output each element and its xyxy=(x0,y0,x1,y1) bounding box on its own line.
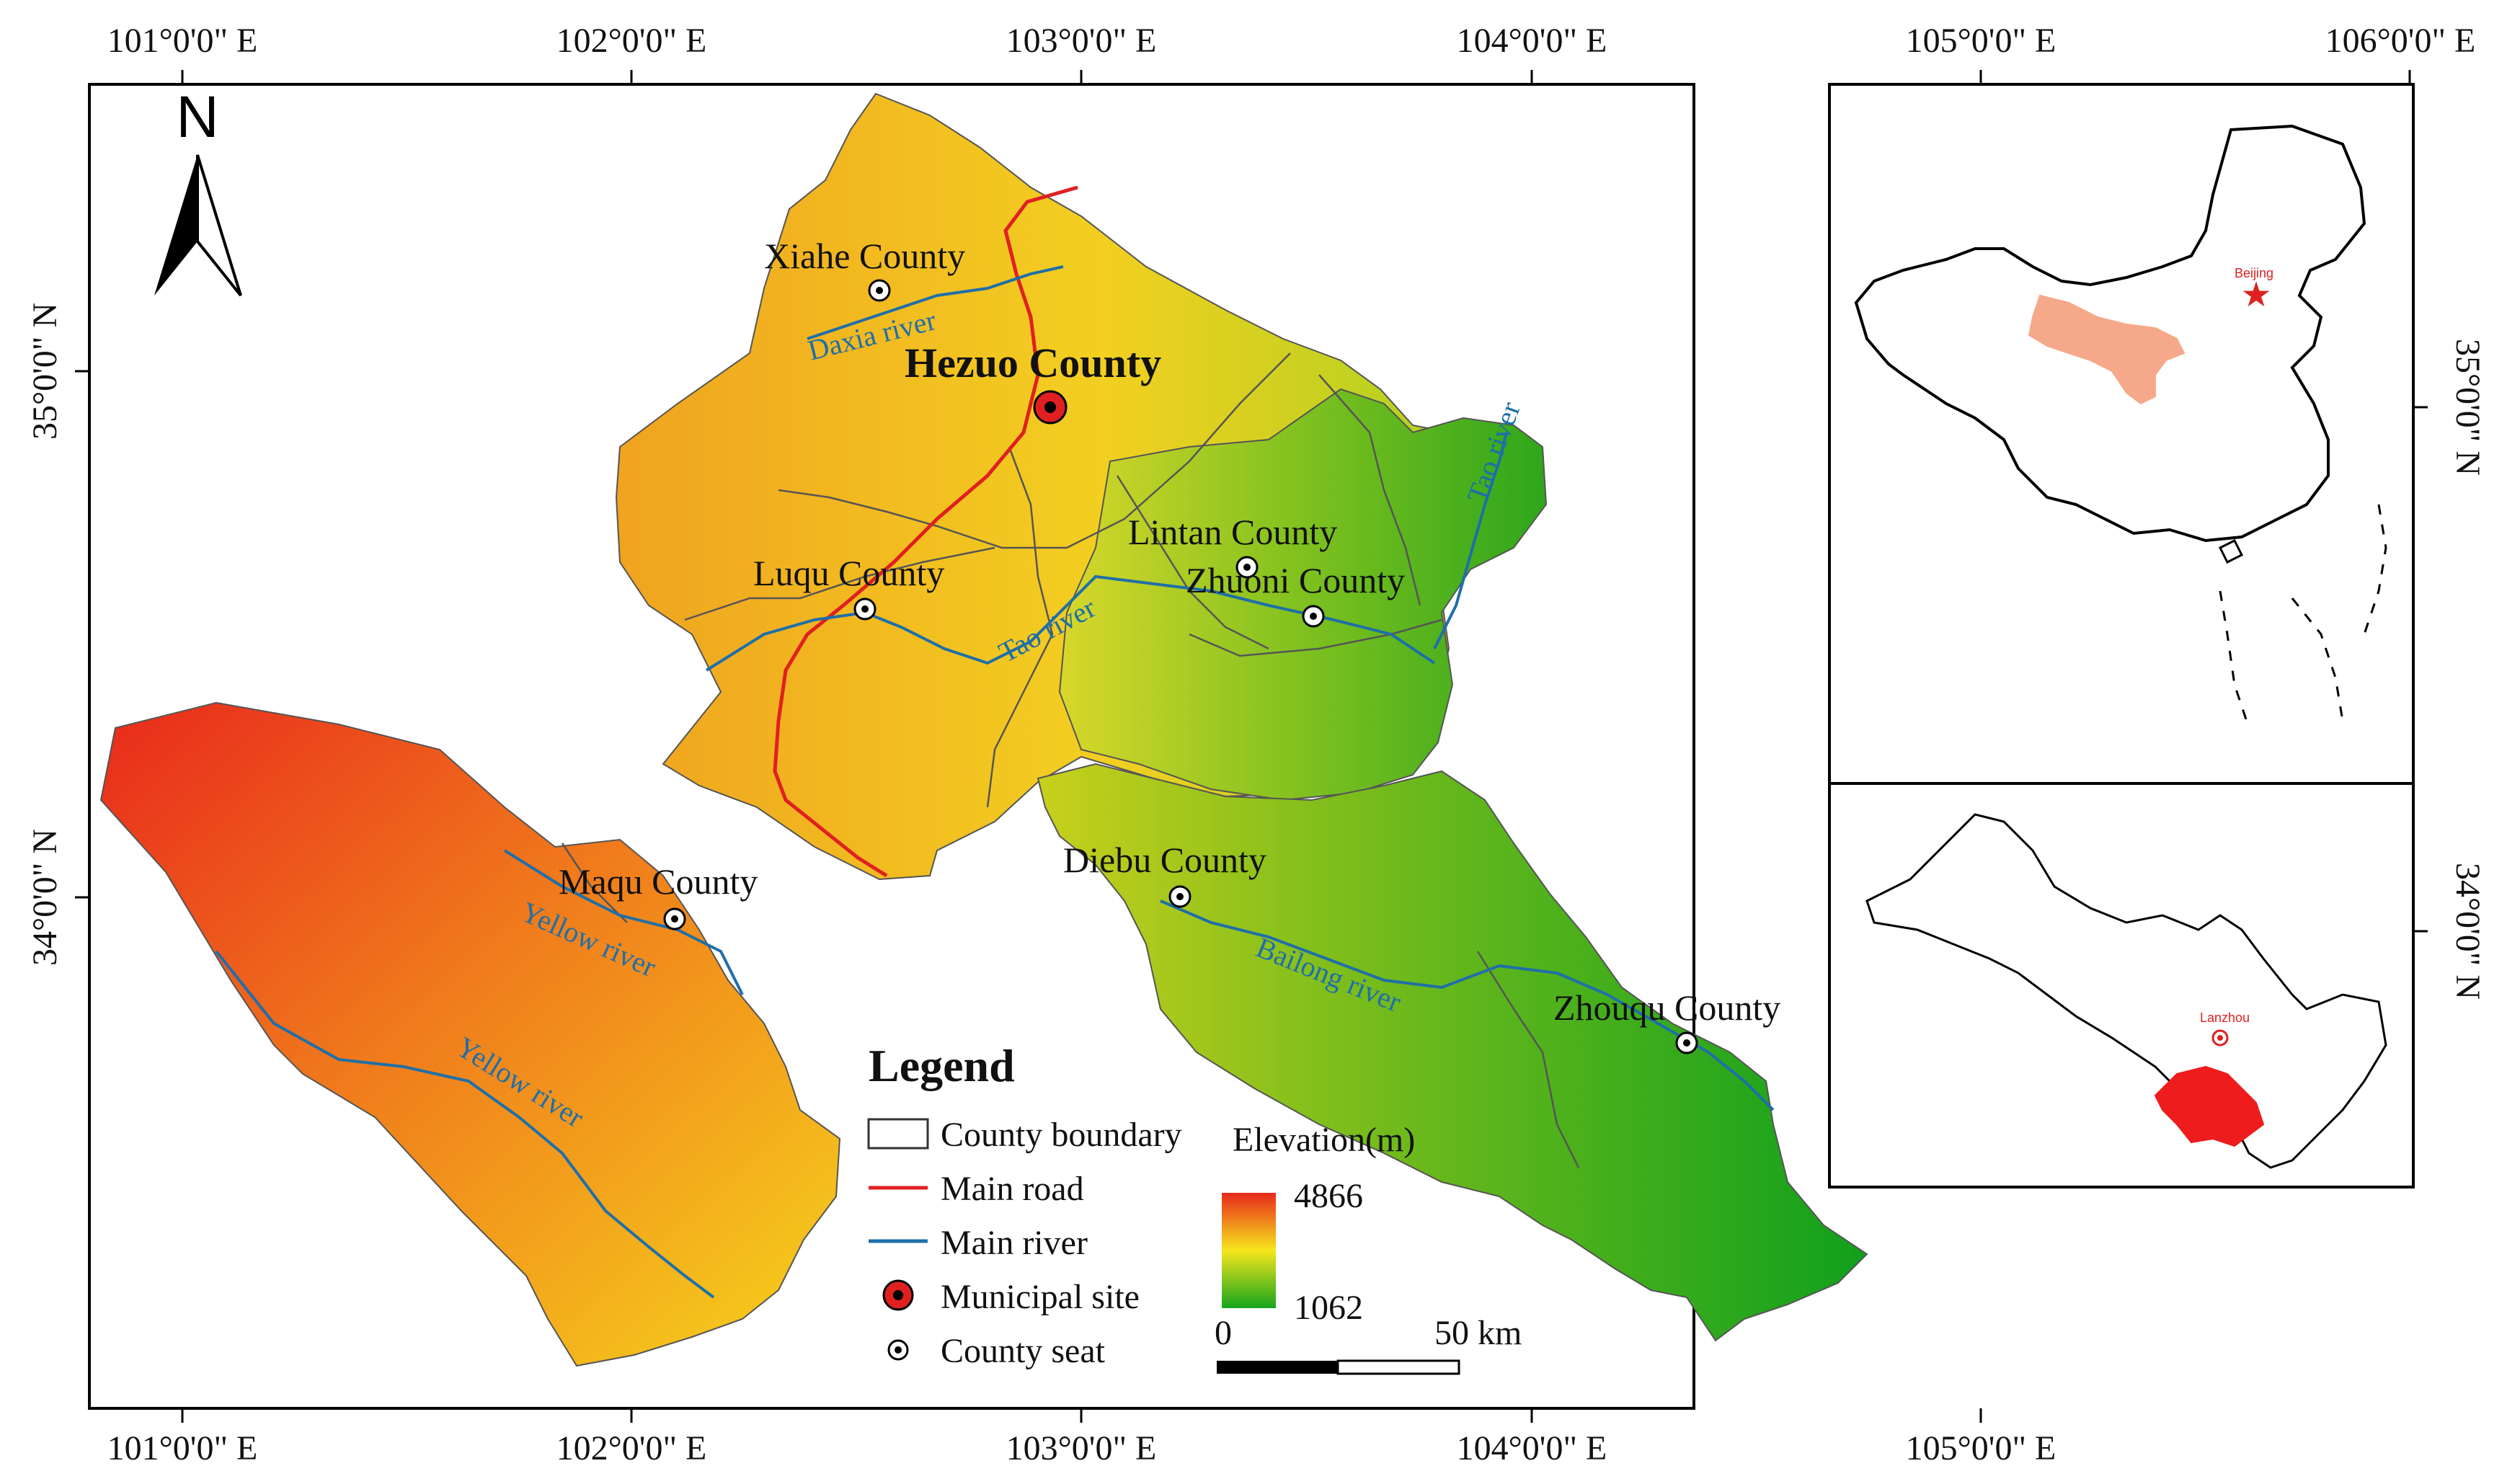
lat-label-left-1: 35°0'0" N xyxy=(26,303,64,440)
label-luqu-county: Luqu County xyxy=(753,553,944,593)
scale-bar-white xyxy=(1336,1359,1460,1375)
lon-label-bottom-1: 101°0'0" E xyxy=(107,1429,258,1467)
lat-label-right-2: 34°0'0" N xyxy=(2449,863,2487,1000)
legend-county-seat-swatch xyxy=(887,1339,909,1361)
label-zhouqu-county: Zhouqu County xyxy=(1553,987,1780,1028)
beijing-star: ★ xyxy=(2240,275,2271,315)
lanzhou-marker xyxy=(2211,1029,2229,1047)
lon-label-bottom-4: 104°0'0" E xyxy=(1457,1429,1607,1467)
main-map-frame xyxy=(88,83,1695,1410)
label-lintan-county: Lintan County xyxy=(1128,512,1337,552)
legend-municipal-swatch xyxy=(882,1279,914,1311)
hainan-island xyxy=(2218,538,2244,564)
rivers xyxy=(215,265,1775,1299)
lon-label-bottom-5: 105°0'0" E xyxy=(1906,1429,2056,1467)
lon-label-top-2: 102°0'0" E xyxy=(556,22,707,60)
north-arrow: N xyxy=(154,84,242,297)
south-china-sea-islands xyxy=(2219,504,2387,729)
lon-label-bottom-2: 102°0'0" E xyxy=(556,1429,707,1467)
lon-label-top-6: 106°0'0" E xyxy=(2325,22,2476,60)
municipal-site-marker xyxy=(1033,390,1068,425)
label-hezuo-county: Hezuo County xyxy=(905,339,1161,386)
lon-label-top-1: 101°0'0" E xyxy=(107,22,258,60)
gannan-highlight xyxy=(2154,1065,2265,1147)
lon-label-bottom-3: 103°0'0" E xyxy=(1006,1429,1157,1467)
terrain-maqu-region xyxy=(99,701,841,1367)
legend-elevation-title: Elevation(m) xyxy=(1233,1121,1415,1159)
legend-municipal-site: Municipal site xyxy=(941,1278,1140,1316)
gansu-outline xyxy=(1865,813,2387,1169)
lanzhou-dot xyxy=(2217,1035,2223,1041)
label-beijing: Beijing xyxy=(2235,266,2273,280)
scale-bar-start: 0 xyxy=(1215,1314,1232,1352)
legend-elevation-min: 1062 xyxy=(1294,1289,1363,1327)
gansu-highlight-china xyxy=(2028,294,2186,405)
county-boundaries xyxy=(561,352,1580,1168)
terrain-south-region xyxy=(1037,763,1868,1342)
lon-label-top-5: 105°0'0" E xyxy=(1906,22,2056,60)
label-zhuoni-county: Zhuoni County xyxy=(1186,560,1405,600)
legend-elevation-max: 4866 xyxy=(1294,1177,1363,1215)
scale-bar-end: 50 km xyxy=(1434,1314,1522,1352)
label-diebu-county: Diebu County xyxy=(1063,840,1266,880)
legend-county-seat: County seat xyxy=(941,1332,1106,1370)
legend-main-road: Main road xyxy=(941,1170,1084,1208)
terrain-east-region xyxy=(1058,388,1548,801)
main-road-line xyxy=(773,185,1078,878)
legend-county-boundary-swatch xyxy=(867,1118,929,1150)
inset-gansu-frame xyxy=(1828,782,2415,1188)
label-maqu-county: Maqu County xyxy=(559,861,758,902)
lat-label-left-2: 34°0'0" N xyxy=(26,829,64,966)
longitude-ticks xyxy=(75,70,2428,1423)
lon-label-top-4: 104°0'0" E xyxy=(1457,22,1607,60)
north-arrow-label: N xyxy=(176,84,218,150)
lon-label-top-3: 103°0'0" E xyxy=(1006,22,1157,60)
legend-title: Legend xyxy=(869,1040,1015,1091)
lat-label-right-1: 35°0'0" N xyxy=(2449,339,2487,476)
elevation-color-bar xyxy=(1222,1193,1276,1308)
inset-china-map: ★ Beijing xyxy=(1854,124,2387,729)
label-lanzhou: Lanzhou xyxy=(2200,1010,2250,1025)
legend-county-boundary: County boundary xyxy=(941,1116,1182,1154)
label-xiahe-county: Xiahe County xyxy=(764,236,965,276)
legend-main-river: Main river xyxy=(941,1224,1088,1262)
legend: Legend County boundary Main road Main ri… xyxy=(867,1040,1522,1375)
inset-gansu-map: Lanzhou xyxy=(1865,813,2387,1169)
scale-bar-black xyxy=(1217,1361,1338,1374)
